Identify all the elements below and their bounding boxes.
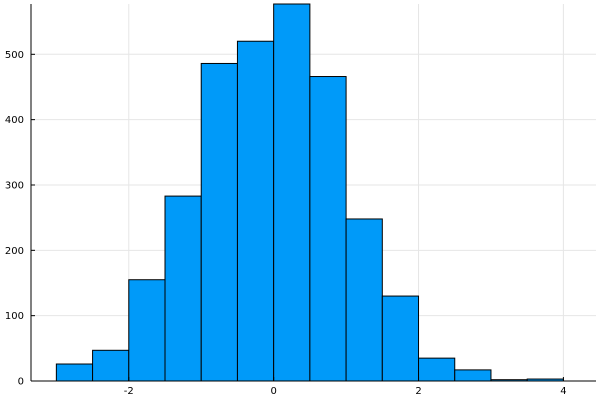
histogram-bar	[164, 195, 202, 382]
histogram-bar	[55, 363, 94, 382]
histogram-bar	[236, 40, 275, 382]
y-tick-label: 400	[5, 115, 24, 126]
x-tick-label: 0	[270, 386, 276, 397]
x-tick-label: 2	[415, 386, 421, 397]
tick-labels-layer: -2 0 2 4 0 100 200 300 400 500	[5, 50, 567, 397]
x-tick-label: 4	[560, 386, 566, 397]
histogram-bar	[345, 218, 383, 382]
histogram-bar	[309, 76, 347, 382]
y-tick-label: 300	[5, 180, 24, 191]
histogram-bar	[92, 349, 130, 382]
axes-layer	[30, 4, 596, 382]
histogram-bar	[381, 295, 420, 382]
y-tick-label: 100	[5, 311, 24, 322]
y-tick-label: 500	[5, 50, 24, 61]
histogram-bar	[273, 3, 311, 382]
histogram-bar	[454, 369, 492, 382]
histogram-bar	[200, 62, 238, 382]
x-tick-label: -2	[124, 386, 134, 397]
y-tick-label: 0	[18, 377, 24, 388]
histogram-bar	[128, 279, 166, 382]
y-tick-label: 200	[5, 246, 24, 257]
histogram-bar	[418, 357, 456, 382]
bars-layer	[55, 3, 564, 382]
